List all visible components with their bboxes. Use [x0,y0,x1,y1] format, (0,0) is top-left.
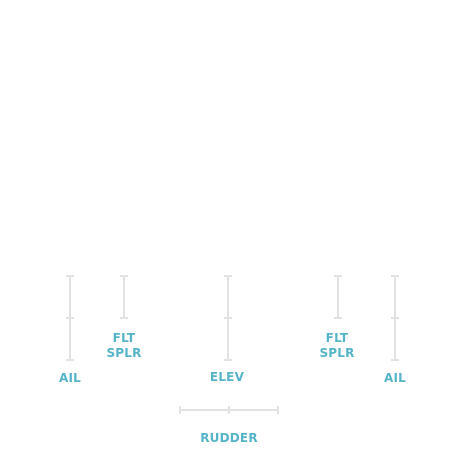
left-aileron-label: AIL [59,371,81,385]
right-flight-spoiler-label-line2: SPLR [319,346,355,360]
elevator-label: ELEV [209,370,245,384]
elevator-scale [224,275,232,361]
left-flight-spoiler-label-line2: SPLR [106,346,142,360]
right-aileron-scale [391,275,399,361]
left-flight-spoiler-label-line1: FLT [112,331,136,345]
right-flight-spoiler-label: FLT SPLR [313,331,361,361]
rudder-label: RUDDER [200,431,258,445]
rudder-scale [179,406,279,414]
right-flight-spoiler-scale [334,275,342,319]
left-flight-spoiler-scale [120,275,128,319]
left-aileron-scale [66,275,74,361]
right-aileron-label: AIL [384,371,406,385]
left-flight-spoiler-label: FLT SPLR [100,331,148,361]
right-flight-spoiler-label-line1: FLT [325,331,349,345]
